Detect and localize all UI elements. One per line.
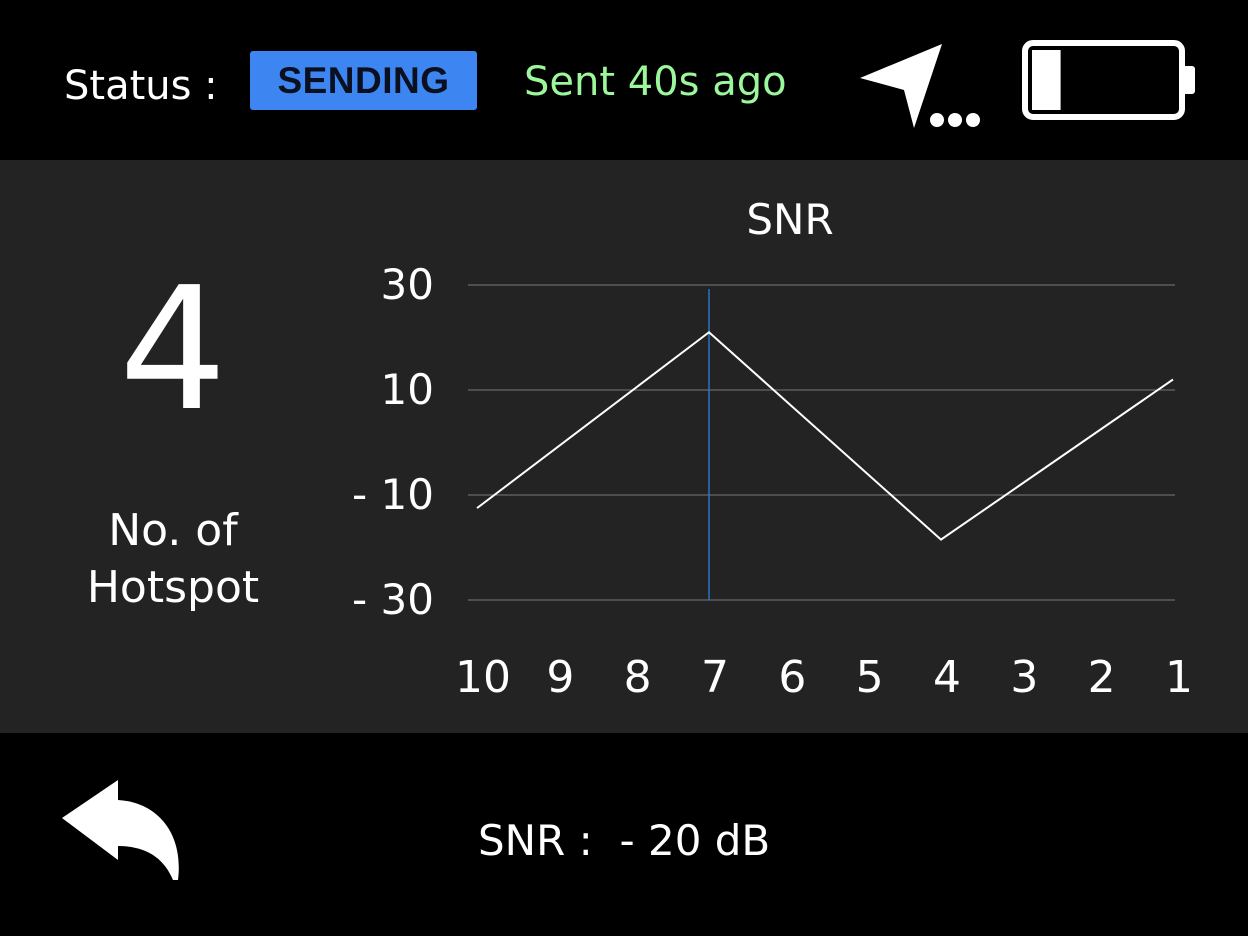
y-axis-ticks: 30 10 - 10 - 30: [352, 260, 434, 624]
x-tick-label: 9: [546, 652, 574, 703]
x-tick-label: 6: [778, 652, 806, 703]
x-tick-label: 3: [1010, 652, 1038, 703]
back-arrow-icon[interactable]: [60, 776, 184, 884]
y-tick-label: 30: [381, 260, 434, 309]
snr-readout: SNR : - 20 dB: [478, 814, 770, 868]
snr-chart: SNR 30 10 - 10 - 30 10 9 8 7 6 5 4 3 2 1: [300, 180, 1248, 720]
x-tick-label: 10: [455, 652, 511, 703]
y-tick-label: 10: [381, 365, 434, 414]
hotspot-count: 4: [60, 255, 286, 445]
last-sent-text: Sent 40s ago: [524, 56, 787, 108]
searching-dot: [930, 113, 944, 127]
x-tick-label: 1: [1165, 652, 1193, 703]
searching-dot: [948, 113, 962, 127]
searching-dot: [966, 113, 980, 127]
y-tick-label: - 10: [352, 470, 434, 519]
chart-series: [477, 332, 1173, 539]
status-badge: SENDING: [250, 51, 477, 110]
x-tick-label: 4: [933, 652, 961, 703]
x-axis-ticks: 10 9 8 7 6 5 4 3 2 1: [455, 652, 1193, 703]
snr-series-line: [477, 332, 1173, 539]
x-tick-label: 8: [624, 652, 652, 703]
navigation-arrow-icon[interactable]: [856, 40, 980, 132]
hotspot-label: No. of Hotspot: [50, 502, 296, 616]
hotspot-label-line1: No. of: [50, 502, 296, 559]
battery-fill: [1032, 50, 1061, 110]
hotspot-label-line2: Hotspot: [50, 559, 296, 616]
x-tick-label: 7: [701, 652, 729, 703]
chart-grid: [468, 285, 1175, 600]
status-bar: Status : SENDING Sent 40s ago: [0, 0, 1248, 160]
status-label: Status :: [64, 60, 218, 112]
chart-title: SNR: [746, 195, 833, 244]
battery-low-icon: [1022, 40, 1196, 120]
x-tick-label: 2: [1088, 652, 1116, 703]
x-tick-label: 5: [856, 652, 884, 703]
y-tick-label: - 30: [352, 575, 434, 624]
